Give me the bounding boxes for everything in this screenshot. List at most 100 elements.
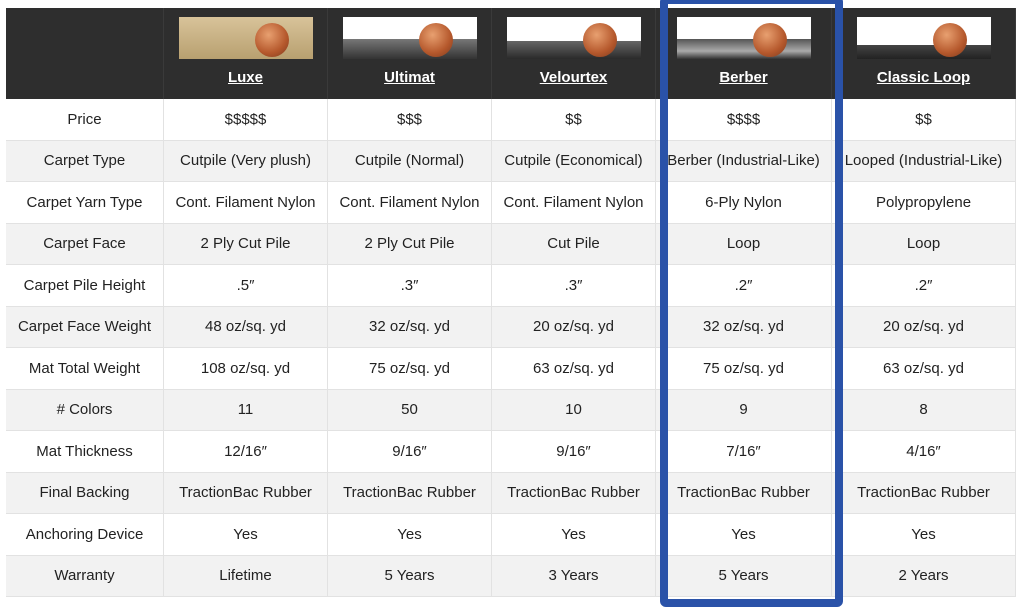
table-cell: 50 (328, 389, 492, 431)
table-cell: Looped (Industrial-Like) (832, 140, 1016, 182)
table-cell: Loop (832, 223, 1016, 265)
penny-icon (254, 23, 289, 57)
header-luxe: Luxe (164, 8, 328, 99)
table-cell: 2 Years (832, 555, 1016, 597)
row-label: Final Backing (6, 472, 164, 514)
highlight-box (660, 0, 843, 607)
table-row: Price $$$$$ $$$ $$ $$$$ $$ (6, 99, 1016, 141)
carpet-sample-image (506, 17, 641, 59)
penny-icon (582, 23, 617, 57)
table-cell: 7/16″ (656, 431, 832, 473)
header-classic-loop: Classic Loop (832, 8, 1016, 99)
table-row: Mat Thickness 12/16″ 9/16″ 9/16″ 7/16″ 4/16″ (6, 431, 1016, 473)
table-cell: Cut Pile (492, 223, 656, 265)
table-cell: Yes (164, 514, 328, 556)
table-row: Carpet Face Weight 48 oz/sq. yd 32 oz/sq. … (6, 306, 1016, 348)
table-cell: 4/16″ (832, 431, 1016, 473)
header-ultimat: Ultimat (328, 8, 492, 99)
row-label: Carpet Face (6, 223, 164, 265)
table-cell: 20 oz/sq. yd (492, 306, 656, 348)
carpet-sample-image (342, 17, 477, 59)
row-label: Warranty (6, 555, 164, 597)
table-cell: 5 Years (328, 555, 492, 597)
table-cell: TractionBac Rubber (328, 472, 492, 514)
row-label: Carpet Pile Height (6, 265, 164, 307)
table-row: Carpet Face 2 Ply Cut Pile 2 Ply Cut Pile C… (6, 223, 1016, 265)
table-cell: .2″ (656, 265, 832, 307)
table-cell: $$$$$ (164, 99, 328, 141)
header-velourtex: Velourtex (492, 8, 656, 99)
table-cell: 9/16″ (328, 431, 492, 473)
table-cell: Yes (656, 514, 832, 556)
table-cell: .2″ (832, 265, 1016, 307)
carpet-sample-image (856, 17, 991, 59)
table-row: Carpet Yarn Type Cont. Filament Nylon Cont… (6, 182, 1016, 224)
table-cell: 6-Ply Nylon (656, 182, 832, 224)
row-label: Anchoring Device (6, 514, 164, 556)
table-cell: 75 oz/sq. yd (328, 348, 492, 390)
table-cell: 10 (492, 389, 656, 431)
table-cell: $$$$ (656, 99, 832, 141)
product-link[interactable]: Classic Loop (876, 69, 971, 86)
table-cell: 3 Years (492, 555, 656, 597)
table-cell: 32 oz/sq. yd (328, 306, 492, 348)
table-cell: .3″ (492, 265, 656, 307)
table-row: Mat Total Weight 108 oz/sq. yd 75 oz/sq. y… (6, 348, 1016, 390)
table-cell: TractionBac Rubber (832, 472, 1016, 514)
penny-icon (752, 23, 787, 57)
table-row: Carpet Type Cutpile (Very plush) Cutpile (… (6, 140, 1016, 182)
table-cell: 63 oz/sq. yd (832, 348, 1016, 390)
table-cell: 2 Ply Cut Pile (328, 223, 492, 265)
comparison-table: Luxe Ultimat Velourtex Berber Classic Loop P… (6, 8, 1016, 597)
table-cell: TractionBac Rubber (492, 472, 656, 514)
table-cell: Cont. Filament Nylon (492, 182, 656, 224)
table-row: Carpet Pile Height .5″ .3″ .3″ .2″ .2″ (6, 265, 1016, 307)
table-cell: 108 oz/sq. yd (164, 348, 328, 390)
table-cell: 2 Ply Cut Pile (164, 223, 328, 265)
table-cell: Polypropylene (832, 182, 1016, 224)
row-label: Price (6, 99, 164, 141)
product-link[interactable]: Velourtex (539, 69, 608, 86)
carpet-sample-image (676, 17, 811, 59)
row-label: Carpet Yarn Type (6, 182, 164, 224)
table-cell: 32 oz/sq. yd (656, 306, 832, 348)
table-cell: $$ (832, 99, 1016, 141)
table-cell: $$$ (328, 99, 492, 141)
penny-icon (932, 23, 967, 57)
table-cell: Cont. Filament Nylon (328, 182, 492, 224)
table-cell: Cont. Filament Nylon (164, 182, 328, 224)
table-cell: $$ (492, 99, 656, 141)
table-cell: 9/16″ (492, 431, 656, 473)
table-cell: 63 oz/sq. yd (492, 348, 656, 390)
table-row: Anchoring Device Yes Yes Yes Yes Yes (6, 514, 1016, 556)
table-row: Warranty Lifetime 5 Years 3 Years 5 Years 2 Y… (6, 555, 1016, 597)
table-row: # Colors 11 50 10 9 8 (6, 389, 1016, 431)
table-cell: Berber (Industrial-Like) (656, 140, 832, 182)
row-label: # Colors (6, 389, 164, 431)
table-cell: 20 oz/sq. yd (832, 306, 1016, 348)
table-cell: 48 oz/sq. yd (164, 306, 328, 348)
table-cell: 11 (164, 389, 328, 431)
product-link[interactable]: Berber (719, 69, 768, 86)
header-corner (6, 8, 164, 99)
table-row: Final Backing TractionBac Rubber TractionB… (6, 472, 1016, 514)
table-cell: 75 oz/sq. yd (656, 348, 832, 390)
table-cell: 9 (656, 389, 832, 431)
table-cell: Yes (492, 514, 656, 556)
table-cell: .5″ (164, 265, 328, 307)
table-cell: Loop (656, 223, 832, 265)
product-link[interactable]: Ultimat (384, 69, 435, 86)
table-cell: 5 Years (656, 555, 832, 597)
penny-icon (418, 23, 453, 57)
row-label: Carpet Type (6, 140, 164, 182)
table-cell: .3″ (328, 265, 492, 307)
header-row: Luxe Ultimat Velourtex Berber Classic Loop (6, 8, 1016, 99)
table-cell: Cutpile (Normal) (328, 140, 492, 182)
table-cell: 8 (832, 389, 1016, 431)
header-berber: Berber (656, 8, 832, 99)
carpet-sample-image (178, 17, 313, 59)
table-cell: Cutpile (Very plush) (164, 140, 328, 182)
row-label: Mat Total Weight (6, 348, 164, 390)
row-label: Mat Thickness (6, 431, 164, 473)
product-link[interactable]: Luxe (227, 69, 263, 86)
